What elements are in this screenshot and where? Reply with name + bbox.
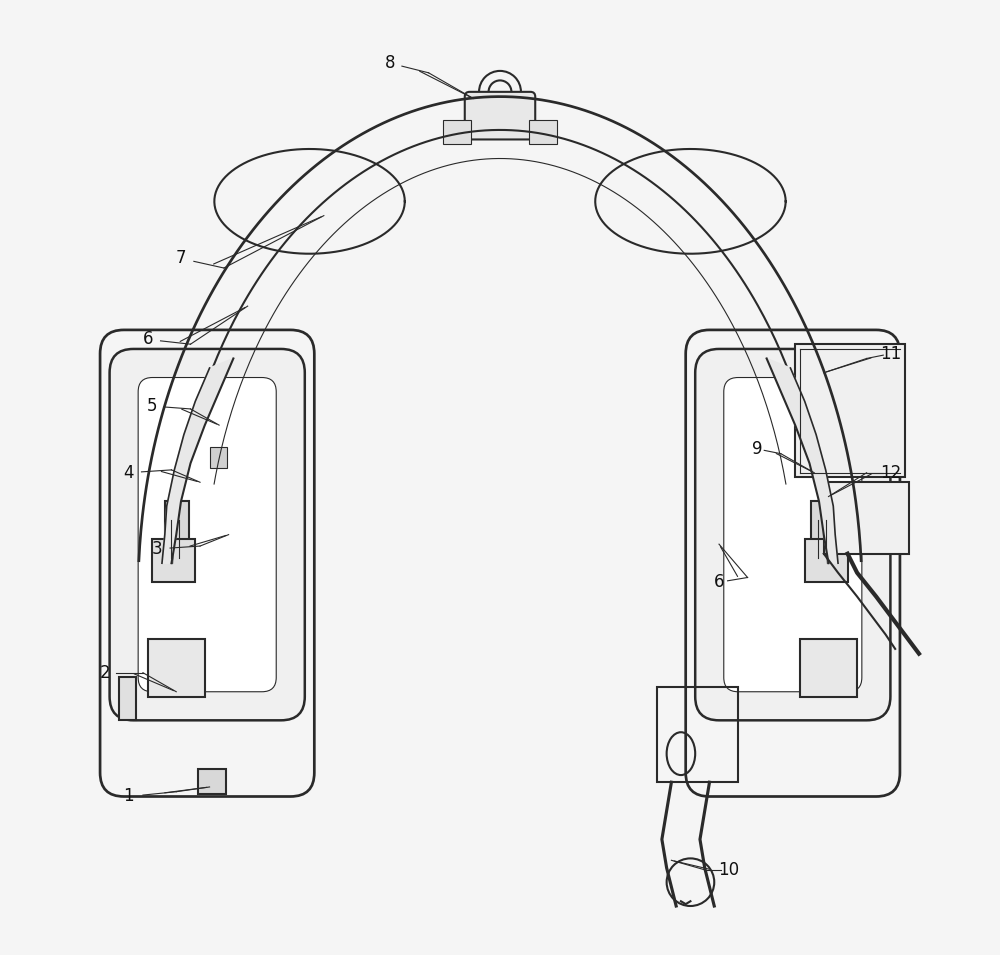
Text: 4: 4 [123,464,134,481]
FancyBboxPatch shape [824,482,909,554]
Text: 11: 11 [880,345,901,363]
FancyBboxPatch shape [800,640,857,696]
Text: 5: 5 [147,397,158,415]
FancyBboxPatch shape [695,349,890,720]
FancyBboxPatch shape [138,377,276,691]
Text: 10: 10 [718,860,739,879]
Text: 9: 9 [752,440,762,458]
Text: 6: 6 [142,330,153,349]
FancyBboxPatch shape [443,120,471,144]
Polygon shape [162,358,233,563]
FancyBboxPatch shape [119,677,136,720]
FancyBboxPatch shape [152,540,195,583]
FancyBboxPatch shape [795,344,905,478]
Text: 7: 7 [176,249,186,267]
Text: 8: 8 [385,54,396,73]
FancyBboxPatch shape [198,769,226,794]
Text: 2: 2 [100,664,110,682]
Text: 1: 1 [123,788,134,805]
FancyBboxPatch shape [210,447,227,468]
Polygon shape [767,358,838,563]
FancyBboxPatch shape [148,640,205,696]
Text: 6: 6 [714,573,724,591]
FancyBboxPatch shape [165,501,189,578]
FancyBboxPatch shape [724,377,862,691]
FancyBboxPatch shape [110,349,305,720]
FancyBboxPatch shape [811,501,835,578]
FancyBboxPatch shape [805,540,848,583]
Text: 3: 3 [152,540,163,558]
Text: 12: 12 [880,464,901,481]
FancyBboxPatch shape [465,92,535,139]
FancyBboxPatch shape [529,120,557,144]
